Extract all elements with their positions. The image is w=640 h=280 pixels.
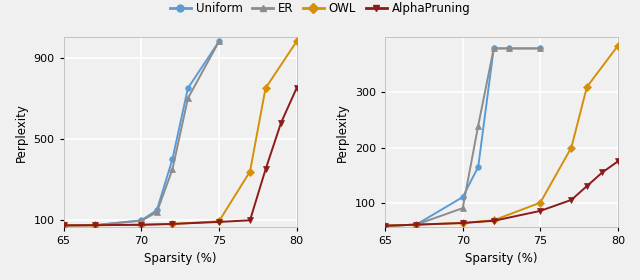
X-axis label: Sparsity (%): Sparsity (%) (144, 252, 216, 265)
Legend: Uniform, ER, OWL, AlphaPruning: Uniform, ER, OWL, AlphaPruning (165, 0, 475, 20)
X-axis label: Sparsity (%): Sparsity (%) (465, 252, 538, 265)
Y-axis label: Perplexity: Perplexity (337, 103, 349, 162)
Y-axis label: Perplexity: Perplexity (15, 103, 28, 162)
